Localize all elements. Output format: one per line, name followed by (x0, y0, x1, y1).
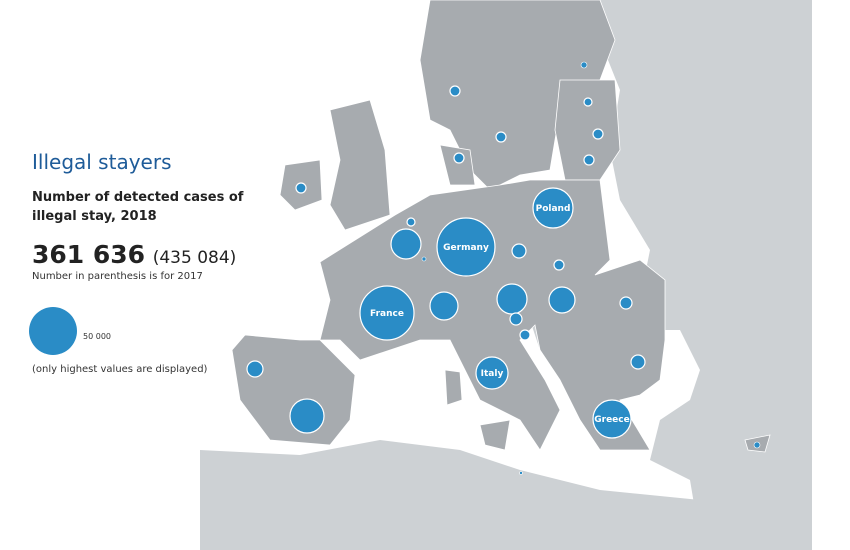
bubble-latvia (592, 128, 604, 140)
bubble-greece (592, 399, 632, 439)
bubble-malta (519, 471, 523, 475)
bubble-poland (532, 187, 574, 229)
bubble-luxembourg (421, 256, 427, 262)
bubble-slovenia (509, 312, 523, 326)
bubble-label-poland: Poland (536, 204, 571, 214)
legend-note: (only highest values are displayed) (32, 364, 208, 375)
bubble-norway (449, 85, 461, 97)
legend-value: 50 000 (83, 332, 111, 341)
bubble-sweden (495, 131, 507, 143)
bubble-belgium (390, 228, 422, 260)
bubble-portugal (246, 360, 264, 378)
bubble-layer: Germany Poland France Italy Greece (246, 61, 761, 475)
bubble-netherlands (406, 217, 416, 227)
bubble-cyprus (753, 441, 761, 449)
bubble-finland (580, 61, 588, 69)
bubble-romania (619, 296, 633, 310)
bubble-hungary (548, 286, 576, 314)
bubble-ireland (295, 182, 307, 194)
info-panel: Illegal stayers Number of detected cases… (32, 150, 252, 282)
bubble-germany (436, 217, 496, 277)
parenthesis-note: Number in parenthesis is for 2017 (32, 271, 203, 282)
bubble-spain (289, 398, 325, 434)
bubble-label-greece: Greece (594, 415, 629, 425)
bubble-switzerland (429, 291, 459, 321)
map-subtitle: Number of detected cases of illegal stay… (32, 190, 244, 224)
bubble-austria (496, 283, 528, 315)
total-2017: (435 084) (152, 248, 237, 268)
bubble-lithuania (583, 154, 595, 166)
bubble-slovakia (553, 259, 565, 271)
bubble-bulgaria (630, 354, 646, 370)
bubble-label-italy: Italy (481, 369, 504, 379)
total-figure: 361 636 (435 084) (32, 240, 252, 269)
total-2018: 361 636 (32, 240, 146, 269)
legend-bubble (29, 307, 77, 355)
map-title: Illegal stayers (32, 150, 172, 174)
bubble-czechia (511, 243, 527, 259)
bubble-italy (475, 356, 509, 390)
bubble-label-france: France (370, 309, 404, 319)
bubble-france (359, 285, 415, 341)
bubble-croatia (519, 329, 531, 341)
bubble-denmark (453, 152, 465, 164)
bubble-estonia (583, 97, 593, 107)
bubble-label-germany: Germany (443, 243, 489, 253)
